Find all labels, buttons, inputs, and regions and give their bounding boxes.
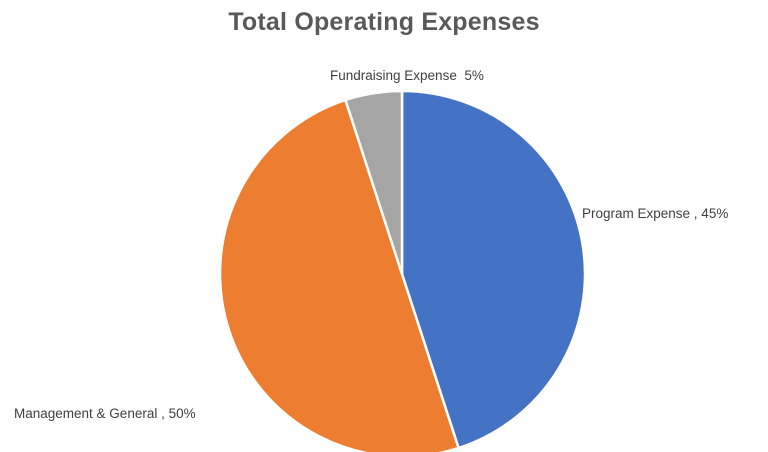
data-label-management-general: Management & General , 50% (14, 406, 196, 421)
data-label-program-expense: Program Expense , 45% (582, 206, 728, 221)
pie-slice-management-general (218, 98, 460, 452)
pie-slice-program-expense (400, 89, 587, 450)
data-label-fundraising-expense: Fundraising Expense 5% (330, 68, 484, 83)
chart-title: Total Operating Expenses (228, 8, 540, 36)
pie-slice-fundraising-expense (344, 89, 404, 276)
